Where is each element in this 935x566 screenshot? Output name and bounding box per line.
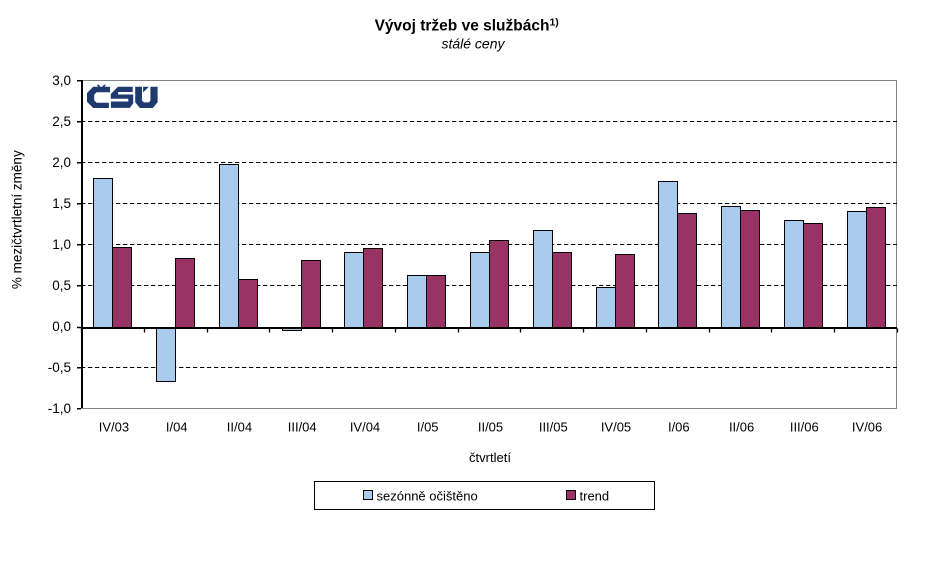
svg-text:čtvrtletí: čtvrtletí [469,450,511,465]
svg-text:1,0: 1,0 [52,237,71,252]
svg-text:IV/03: IV/03 [99,420,129,435]
svg-text:II/06: II/06 [729,420,754,435]
svg-text:IV/04: IV/04 [350,420,380,435]
svg-text:I/05: I/05 [417,420,439,435]
svg-text:III/06: III/06 [790,420,819,435]
svg-text:trend: trend [580,489,610,504]
svg-text:0,5: 0,5 [52,278,71,293]
svg-text:stálé ceny: stálé ceny [441,36,505,52]
svg-text:3,0: 3,0 [52,73,71,88]
svg-text:I/06: I/06 [668,420,690,435]
svg-text:IV/05: IV/05 [601,420,631,435]
svg-text:Vývoj tržeb ve službách1): Vývoj tržeb ve službách1) [375,16,559,34]
svg-text:III/04: III/04 [288,420,317,435]
svg-text:0,0: 0,0 [52,319,71,334]
svg-text:2,5: 2,5 [52,114,71,129]
svg-text:III/05: III/05 [539,420,568,435]
svg-text:IV/06: IV/06 [852,420,882,435]
svg-text:2,0: 2,0 [52,155,71,170]
svg-text:II/05: II/05 [478,420,503,435]
svg-text:1,5: 1,5 [52,196,71,211]
svg-text:-0,5: -0,5 [48,360,71,375]
svg-text:sezónně očištěno: sezónně očištěno [377,489,478,504]
svg-text:II/04: II/04 [227,420,252,435]
svg-text:% mezičtvrtletní změny: % mezičtvrtletní změny [10,150,25,289]
svg-text:I/04: I/04 [166,420,188,435]
svg-text:-1,0: -1,0 [48,401,71,416]
